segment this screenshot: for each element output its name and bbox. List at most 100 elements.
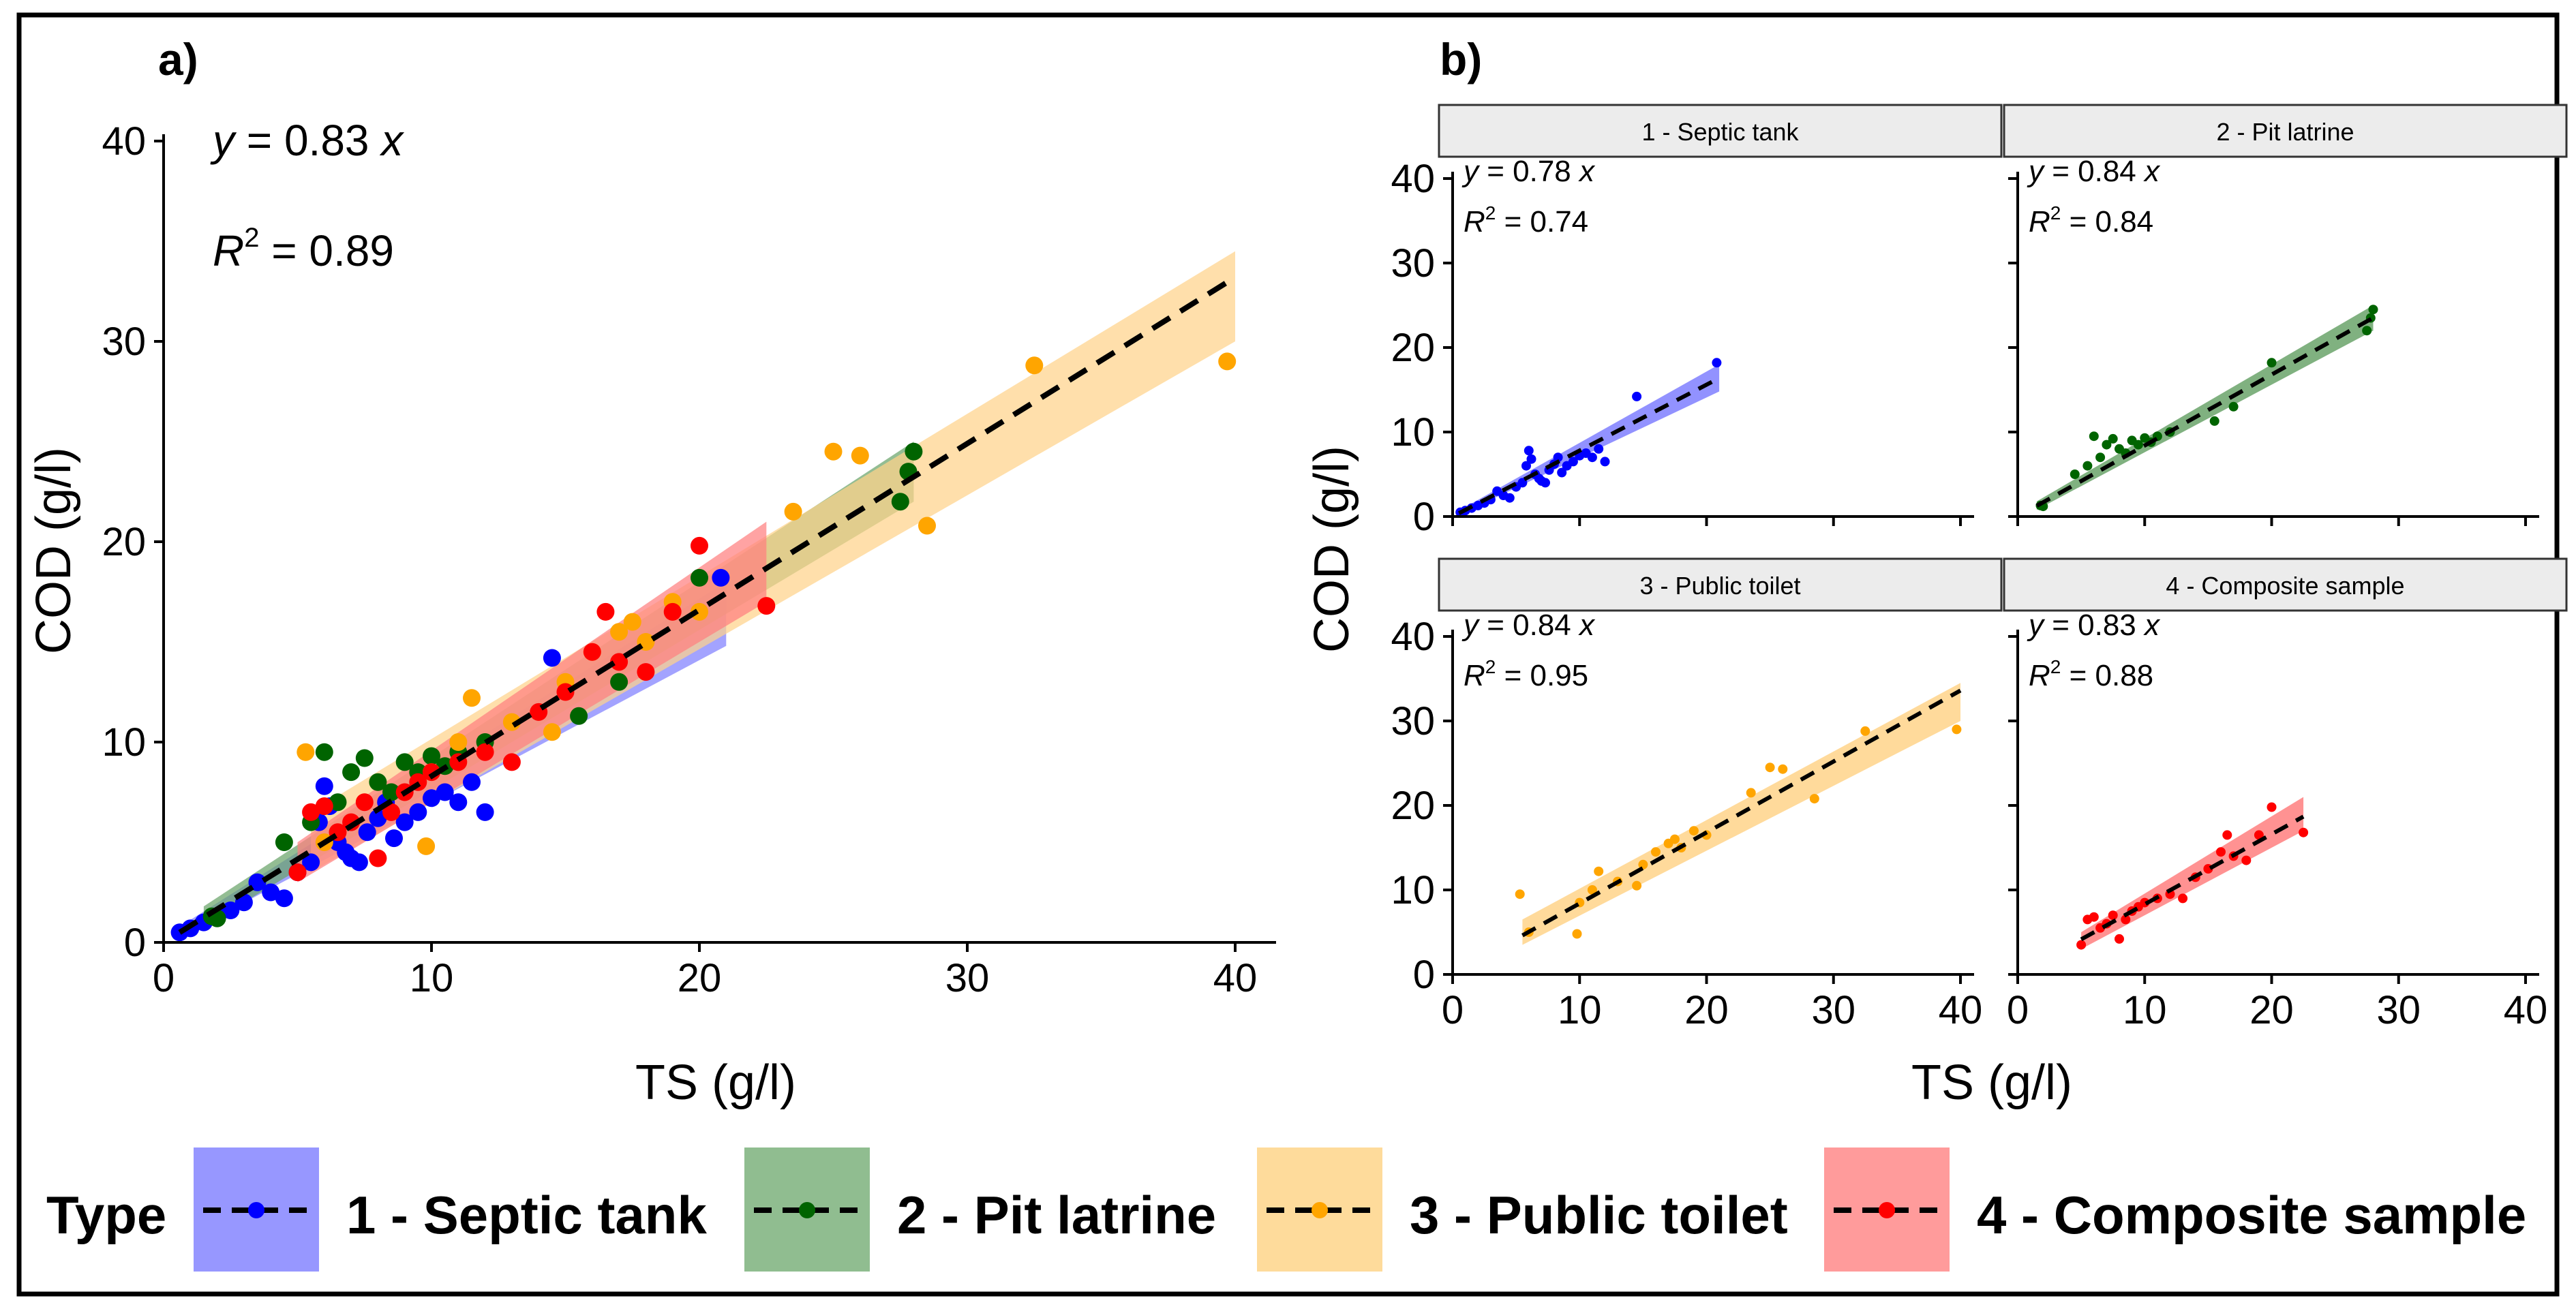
panel-a-point-1-septic-tank (262, 883, 280, 902)
panel-a-point-4-composite-sample (476, 743, 494, 761)
panel-a-point-1-septic-tank (395, 813, 414, 831)
facet-x-tick-label: 40 (1939, 988, 1983, 1032)
facet-fit-line (2080, 814, 2305, 942)
facet-point-4-composite-sample (2267, 802, 2277, 812)
legend-key-composite-dot (1879, 1202, 1895, 1218)
panel-a-point-1-septic-tank (449, 793, 468, 812)
panel-a-y-tick-label: 30 (102, 320, 146, 364)
facet-point-4-composite-sample (2178, 893, 2188, 904)
facet-point-4-composite-sample (2222, 830, 2232, 840)
panel-a-point-4-composite-sample (757, 597, 776, 615)
facet-point-2-pit-latrine (2082, 461, 2093, 471)
panel-a-point-3-public-toilet (784, 502, 802, 521)
facet-point-1-septic-tank (1524, 446, 1534, 456)
panel-a-point-1-septic-tank (385, 829, 403, 848)
panel-a-point-1-septic-tank (248, 873, 267, 891)
legend-label-public: 3 - Public toilet (1410, 1185, 1788, 1245)
panel-a-point-3-public-toilet (297, 743, 315, 761)
panel-a-point-2-pit-latrine (423, 747, 440, 765)
panel-b-facets: 1 - Septic tank 0 10 20 30 40 y = 0.78 x R2 = 0… (1391, 104, 2568, 1032)
facet-strip (1438, 557, 2003, 612)
facet-point-1-septic-tank (1504, 493, 1515, 503)
facet-point-4-composite-sample (2216, 847, 2226, 857)
facet-strip-label: 3 - Public toilet (1639, 572, 1800, 600)
facet-point-4-composite-sample (2115, 934, 2124, 944)
panel-a-point-3-public-toilet (417, 837, 436, 855)
panel-a-point-4-composite-sample (355, 793, 374, 812)
legend-title: Type (46, 1185, 166, 1245)
facet-point-3-public-toilet (1587, 885, 1597, 895)
panel-a-point-2-pit-latrine (355, 749, 374, 767)
panel-a-point-1-septic-tank (358, 823, 376, 842)
facet-2-pit-latrine: 2 - Pit latrine y = 0.84 x R2 = 0.84 (2003, 104, 2568, 526)
facet-band-2-pit-latrine (2036, 305, 2374, 510)
panel-a-x-tick-label: 30 (945, 956, 990, 1000)
facet-point-3-public-toilet (1778, 764, 1788, 774)
facet-x-tick-label: 20 (1684, 988, 1729, 1032)
panel-a-point-1-septic-tank (476, 803, 494, 821)
facet-point-1-septic-tank (1541, 478, 1550, 488)
facet-r2: R2 = 0.84 (2029, 202, 2153, 238)
panel-a-point-3-public-toilet (543, 723, 561, 741)
facet-point-1-septic-tank (1553, 452, 1563, 463)
panel-a-point-3-public-toilet (824, 442, 843, 461)
panel-a-point-1-septic-tank (423, 789, 440, 807)
facet-x-tick-label: 0 (2007, 988, 2029, 1032)
panel-a-y-tick-label: 10 (102, 720, 146, 765)
facet-point-4-composite-sample (2241, 855, 2252, 865)
panel-a-x-title: TS (g/l) (635, 1056, 796, 1110)
facet-point-3-public-toilet (1669, 834, 1680, 844)
panel-a-y-title: COD (g/l) (27, 447, 81, 654)
legend: Type 1 - Septic tank 2 - Pit latrine 3 -… (46, 1148, 2526, 1272)
legend-label-composite: 4 - Composite sample (1977, 1185, 2526, 1245)
panel-b-x-title: TS (g/l) (1911, 1056, 2072, 1110)
facet-point-4-composite-sample (2254, 830, 2264, 840)
facet-point-1-septic-tank (1526, 454, 1536, 464)
facet-x-tick-label: 10 (2123, 988, 2167, 1032)
panel-a-x-tick-label: 40 (1213, 956, 1258, 1000)
facet-point-2-pit-latrine (2267, 358, 2277, 368)
facet-y-tick-label: 0 (1413, 953, 1435, 997)
panel-a-point-1-septic-tank (543, 649, 561, 667)
facet-point-3-public-toilet (1860, 726, 1870, 736)
panel-a-point-2-pit-latrine (610, 673, 628, 691)
panel-a-point-3-public-toilet (463, 689, 481, 707)
panel-a-r2: R2 = 0.89 (213, 223, 394, 275)
panel-a-point-3-public-toilet (851, 446, 869, 465)
panel-a-point-1-septic-tank (302, 853, 320, 872)
panel-a-label: a) (158, 34, 198, 84)
facet-equation: y = 0.83 x (2027, 609, 2161, 642)
panel-a-point-3-public-toilet (691, 602, 708, 621)
facet-strip (2003, 557, 2568, 612)
panel-a-point-2-pit-latrine (315, 743, 333, 761)
facet-y-tick-label: 30 (1391, 241, 1435, 286)
facet-point-2-pit-latrine (2362, 326, 2372, 336)
facet-y-tick-label: 30 (1391, 699, 1435, 743)
facet-point-3-public-toilet (1688, 826, 1699, 836)
facet-point-2-pit-latrine (2228, 401, 2239, 412)
panel-b-y-title: COD (g/l) (1305, 446, 1359, 653)
facet-point-3-public-toilet (1765, 763, 1775, 773)
facet-point-2-pit-latrine (2089, 431, 2099, 442)
panel-a-point-4-composite-sample (596, 602, 615, 621)
panel-a-point-2-pit-latrine (369, 773, 387, 791)
panel-a-point-1-septic-tank (350, 853, 368, 872)
facet-point-3-public-toilet (1952, 724, 1962, 735)
facet-r2: R2 = 0.74 (1464, 202, 1588, 238)
figure-frame (16, 12, 2560, 1297)
panel-a-point-2-pit-latrine (570, 707, 588, 725)
facet-point-4-composite-sample (2076, 940, 2087, 950)
facet-point-3-public-toilet (1594, 866, 1604, 876)
facet-x-tick-label: 10 (1558, 988, 1602, 1032)
facet-y-tick-label: 20 (1391, 326, 1435, 370)
panel-a-point-2-pit-latrine (275, 833, 293, 851)
facet-point-1-septic-tank (1712, 358, 1722, 368)
legend-key-pit-dot (799, 1202, 815, 1218)
facet-point-3-public-toilet (1515, 889, 1525, 899)
facet-point-1-septic-tank (1521, 461, 1531, 471)
facet-point-2-pit-latrine (2209, 416, 2219, 426)
facet-point-3-public-toilet (1572, 929, 1582, 939)
facet-point-2-pit-latrine (2102, 440, 2112, 450)
facet-point-1-septic-tank (1600, 457, 1610, 467)
panel-a-point-2-pit-latrine (691, 568, 708, 587)
